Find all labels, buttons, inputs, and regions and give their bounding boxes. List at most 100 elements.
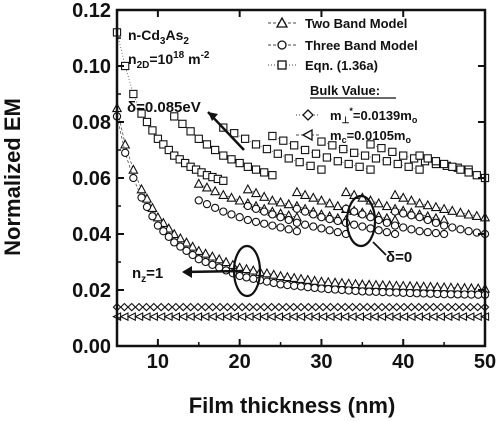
data-point	[200, 248, 211, 258]
bulk-label: mc=0.0105mo	[330, 128, 412, 145]
bulk-line-1	[112, 312, 490, 322]
data-point	[295, 157, 304, 167]
series-line	[223, 127, 322, 170]
legend-label: Eqn. (1.36a)	[305, 58, 378, 73]
data-point	[296, 282, 306, 291]
triangle-marker-icon	[275, 16, 289, 28]
data-point	[210, 203, 220, 213]
data-point	[412, 289, 422, 298]
series-circle-2	[194, 196, 302, 236]
data-point	[193, 245, 204, 255]
data-point	[242, 273, 251, 282]
data-point	[446, 290, 456, 299]
data-point	[267, 195, 278, 205]
bulk-point	[348, 302, 357, 312]
bulk-point	[370, 302, 379, 312]
data-point	[148, 126, 157, 135]
series-circle-1	[112, 112, 490, 299]
nz-label: nz=1	[132, 265, 163, 285]
data-point	[337, 285, 347, 295]
x-tick-label: 40	[392, 351, 414, 373]
bulk-entry-m-c: mc=0.0105mo	[296, 128, 412, 145]
data-point	[340, 186, 352, 197]
bulk-point	[289, 302, 299, 312]
data-point	[201, 181, 213, 192]
data-point	[129, 89, 138, 99]
data-point	[382, 227, 392, 237]
bulk-point	[451, 302, 460, 312]
material-label: n-Cd3As2	[128, 27, 189, 47]
bulk-point	[384, 302, 394, 312]
data-point	[393, 159, 402, 169]
bulk-point	[149, 302, 159, 312]
bulk-point	[362, 302, 372, 312]
data-point	[332, 200, 343, 211]
data-point	[373, 197, 384, 208]
data-point	[251, 217, 261, 227]
data-point	[390, 207, 400, 216]
data-point	[175, 232, 186, 243]
bulk-point	[392, 302, 402, 312]
data-point	[137, 109, 146, 118]
y-tick-label: 0.10	[72, 56, 111, 78]
data-point	[275, 196, 286, 207]
data-point	[322, 153, 332, 162]
data-point	[250, 187, 262, 198]
data-point	[153, 221, 163, 230]
data-point	[187, 241, 198, 251]
bulk-point	[458, 302, 468, 312]
data-point	[360, 151, 370, 160]
data-point	[439, 159, 449, 169]
data-point	[262, 277, 272, 286]
bulk-label: m⊥*=0.0139mo	[330, 106, 418, 125]
data-point	[182, 246, 191, 255]
series-circle-5	[341, 204, 449, 239]
data-point	[398, 192, 409, 202]
data-point	[164, 145, 173, 155]
data-point	[423, 154, 432, 163]
data-point	[460, 290, 469, 299]
data-point	[219, 176, 228, 185]
data-point	[317, 137, 326, 146]
data-point	[472, 171, 481, 180]
data-point	[214, 253, 225, 264]
bulk-point	[355, 302, 365, 312]
data-point	[317, 224, 326, 233]
data-point	[344, 159, 353, 169]
series-square-4	[268, 131, 375, 174]
triangle-left-marker-icon	[301, 128, 313, 142]
data-point	[471, 210, 482, 220]
data-point	[406, 195, 417, 205]
legend-entry-two-band: Two Band Model	[268, 16, 407, 31]
bulk-point	[274, 302, 284, 312]
data-point	[283, 280, 292, 290]
data-point	[377, 143, 386, 153]
series-square-2	[170, 112, 277, 180]
delta-zero-label: δ=0	[386, 249, 412, 266]
delta-zero-ellipse	[345, 194, 377, 248]
data-point	[260, 168, 269, 177]
data-point	[234, 195, 245, 205]
bulk-point	[215, 302, 225, 312]
data-point	[366, 140, 375, 149]
bulk-point	[303, 302, 313, 312]
data-point	[407, 225, 416, 234]
bulk-point	[296, 302, 306, 312]
data-point	[227, 210, 236, 219]
data-point	[207, 251, 218, 261]
bulk-point	[473, 302, 483, 312]
data-point	[210, 145, 220, 155]
data-point	[423, 227, 432, 237]
data-point	[268, 210, 277, 219]
data-point	[431, 218, 441, 227]
data-point	[399, 288, 408, 297]
data-point	[290, 141, 299, 150]
data-point	[153, 134, 163, 143]
bulk-point	[156, 302, 166, 312]
bulk-point	[171, 302, 181, 312]
data-point	[439, 221, 449, 230]
data-point	[220, 256, 232, 267]
bulk-point	[267, 302, 276, 312]
legend: Two Band Model Three Band Model Eqn. (1.…	[268, 16, 418, 73]
data-point	[344, 286, 353, 295]
